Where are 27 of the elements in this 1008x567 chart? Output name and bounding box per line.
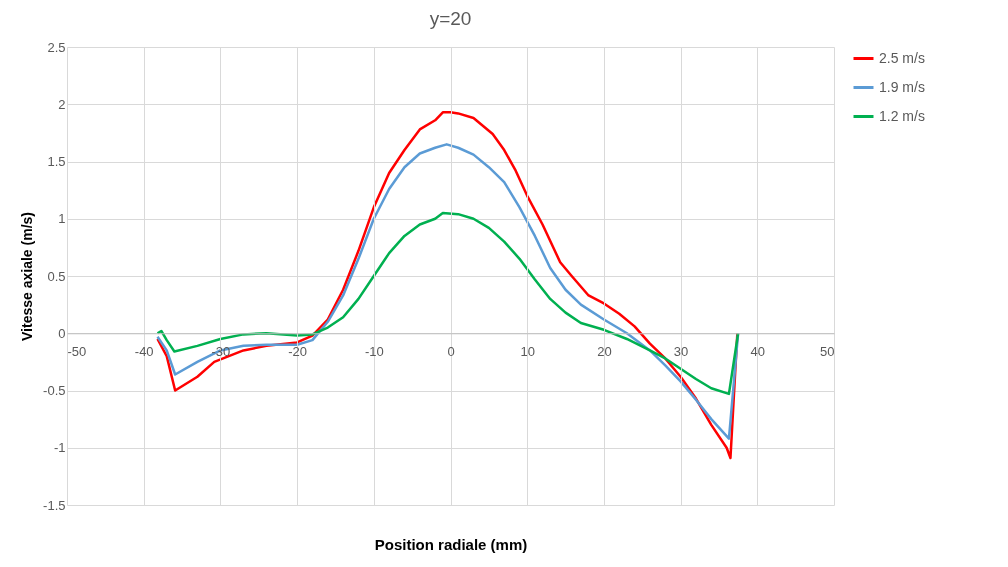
y-tick-label: -1 — [53, 440, 66, 456]
x-tick-label: -50 — [67, 343, 87, 359]
x-tick-label: 10 — [520, 343, 535, 359]
x-tick-label: 40 — [750, 343, 766, 359]
x-tick-label: -10 — [364, 343, 384, 359]
legend-label: 1.9 m/s — [879, 78, 925, 95]
x-tick-label: 20 — [597, 343, 612, 359]
y-tick-label: 2.5 — [47, 39, 66, 55]
legend-label: 1.2 m/s — [879, 107, 925, 124]
legend-label: 2.5 m/s — [879, 49, 925, 66]
x-tick-label: 50 — [820, 343, 835, 359]
y-tick-label: 1.5 — [47, 154, 66, 169]
x-tick-label: 30 — [673, 343, 689, 359]
x-tick-label: -40 — [134, 343, 154, 359]
y-tick-label: 2 — [58, 96, 66, 112]
chart-title: y=20 — [429, 8, 472, 29]
line-series — [156, 143, 740, 440]
y-tick-label: 1 — [58, 211, 66, 227]
y-tick-label: -1.5 — [43, 497, 66, 513]
x-tick-label: 0 — [447, 343, 455, 359]
y-axis-title: Vitesse axiale (m/s) — [19, 212, 36, 341]
y-tick-label: 0.5 — [47, 268, 66, 284]
x-axis-title: Position radiale (mm) — [374, 535, 528, 553]
y-tick-label: 0 — [58, 325, 66, 341]
y-tick-label: -0.5 — [43, 383, 66, 398]
line-series — [156, 211, 740, 396]
x-tick-label: -20 — [288, 343, 307, 359]
